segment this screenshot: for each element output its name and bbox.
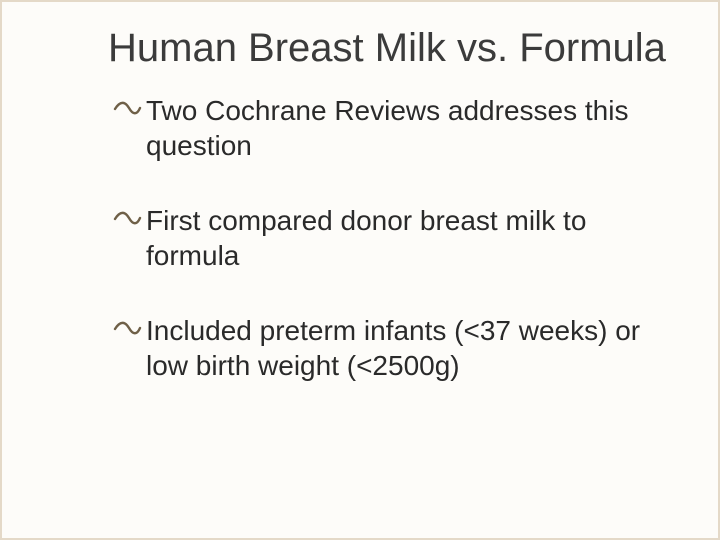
bullet-text: First compared donor breast milk to form… [146,205,586,271]
list-item: Two Cochrane Reviews addresses this ques… [112,93,670,163]
tilde-bullet-icon [112,93,142,127]
slide-title: Human Breast Milk vs. Formula [108,26,670,71]
bullet-text: Two Cochrane Reviews addresses this ques… [146,95,628,161]
tilde-bullet-icon [112,313,142,347]
bullet-list: Two Cochrane Reviews addresses this ques… [112,93,670,383]
list-item: Included preterm infants (<37 weeks) or … [112,313,670,383]
slide: Human Breast Milk vs. Formula Two Cochra… [0,0,720,540]
bullet-text: Included preterm infants (<37 weeks) or … [146,315,640,381]
list-item: First compared donor breast milk to form… [112,203,670,273]
tilde-bullet-icon [112,203,142,237]
